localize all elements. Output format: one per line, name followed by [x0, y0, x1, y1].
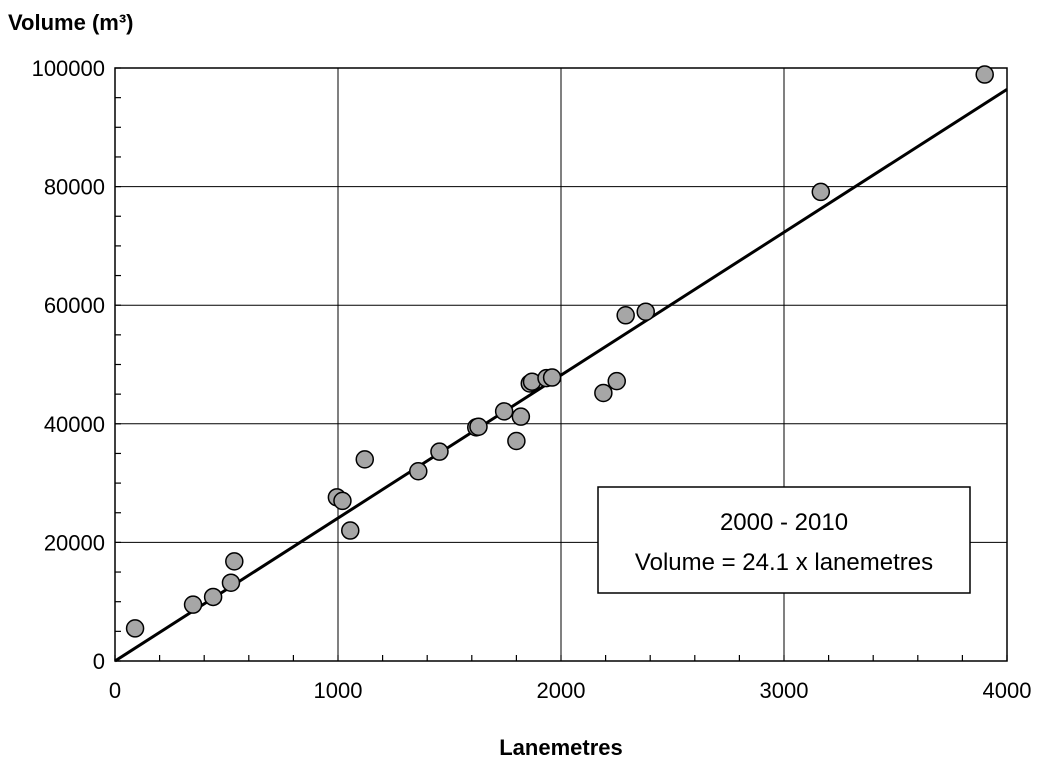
y-axis-title: Volume (m³)	[8, 10, 133, 35]
data-point	[430, 442, 449, 461]
data-point	[341, 521, 360, 540]
data-point	[616, 306, 635, 325]
data-point	[494, 402, 514, 421]
data-point	[221, 573, 241, 592]
data-point	[333, 491, 352, 511]
x-tick-label: 3000	[760, 678, 809, 703]
data-point	[125, 619, 145, 638]
x-tick-label: 4000	[983, 678, 1032, 703]
x-axis-title: Lanemetres	[499, 735, 623, 760]
y-tick-label: 60000	[44, 293, 105, 318]
x-tick-labels: 0 1000 2000 3000 4000	[109, 678, 1032, 703]
data-point	[225, 552, 244, 571]
y-tick-label: 20000	[44, 530, 105, 555]
annotation-line1: 2000 - 2010	[720, 509, 848, 536]
data-point	[203, 587, 223, 607]
y-tick-label: 0	[93, 649, 105, 674]
x-tick-label: 0	[109, 678, 121, 703]
data-point	[811, 182, 831, 202]
y-tick-labels: 0 20000 40000 60000 80000 100000	[32, 56, 105, 674]
data-point	[594, 383, 613, 403]
data-point	[183, 595, 203, 614]
data-point	[607, 371, 626, 391]
x-tick-label: 1000	[314, 678, 363, 703]
x-tick-label: 2000	[537, 678, 586, 703]
y-tick-label: 80000	[44, 175, 105, 200]
data-point	[507, 431, 526, 451]
data-point	[636, 302, 655, 321]
data-points	[125, 65, 994, 638]
data-point	[511, 407, 531, 426]
data-point	[409, 461, 428, 481]
y-tick-label: 40000	[44, 412, 105, 437]
data-point	[355, 450, 375, 469]
annotation-box: 2000 - 2010 Volume = 24.1 x lanemetres	[597, 486, 971, 594]
data-point	[975, 65, 994, 84]
data-point	[469, 417, 488, 437]
data-point	[542, 368, 562, 387]
annotation-line2: Volume = 24.1 x lanemetres	[635, 549, 933, 576]
y-tick-label: 100000	[32, 56, 105, 81]
